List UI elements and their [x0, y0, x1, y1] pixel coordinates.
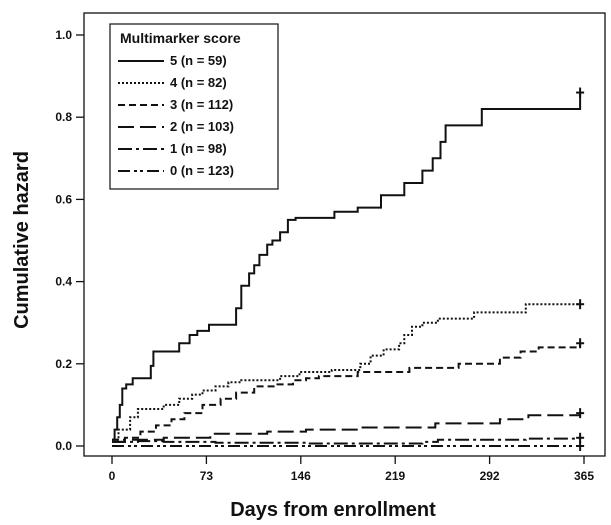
y-tick-label: 0.2 — [55, 357, 72, 371]
series-line-0 — [112, 92, 582, 441]
legend-item: 2 (n = 103) — [118, 119, 234, 134]
x-tick-label: 73 — [200, 469, 214, 483]
legend-title: Multimarker score — [120, 30, 241, 46]
y-tick-label: 0.8 — [55, 110, 72, 124]
legend-items: 5 (n = 59) 4 (n = 82) 3 (n = 112) 2 (n = 10… — [118, 53, 234, 178]
series-layer — [112, 87, 585, 451]
censor-mark-0 — [576, 87, 585, 98]
censor-mark-5 — [576, 441, 585, 451]
series-line-1 — [112, 303, 581, 441]
legend-item: 4 (n = 82) — [118, 75, 227, 90]
censor-mark-1 — [576, 299, 585, 310]
series-line-4 — [112, 437, 582, 445]
legend-item: 3 (n = 112) — [118, 97, 233, 112]
y-tick-label: 0.4 — [55, 275, 72, 289]
x-axis-title: Days from enrollment — [230, 499, 436, 521]
legend-item: 0 (n = 123) — [118, 163, 234, 178]
x-axis: 0 73 146 219 292 365 — [109, 456, 594, 483]
y-axis-title: Cumulative hazard — [11, 151, 33, 329]
x-tick-label: 0 — [109, 469, 116, 483]
series-line-2 — [112, 343, 582, 441]
legend-box — [109, 23, 279, 190]
legend: Multimarker score 5 (n = 59) 4 (n = 82) 3 … — [109, 23, 279, 190]
plot-frame — [83, 12, 606, 457]
legend-label: 0 (n = 123) — [170, 163, 234, 178]
y-axis: 0.0 0.2 0.4 0.6 0.8 1.0 — [55, 28, 84, 453]
y-tick-label: 0.6 — [55, 192, 72, 206]
x-tick-label: 219 — [385, 469, 405, 483]
x-tick-label: 365 — [574, 469, 594, 483]
censor-mark-2 — [576, 338, 585, 349]
legend-item: 1 (n = 98) — [118, 141, 227, 156]
x-tick-label: 146 — [291, 469, 311, 483]
legend-label: 5 (n = 59) — [170, 53, 227, 68]
legend-item: 5 (n = 59) — [118, 53, 227, 68]
series-line-3 — [112, 413, 582, 443]
y-tick-label: 1.0 — [55, 28, 72, 42]
y-tick-label: 0.0 — [55, 439, 72, 453]
x-tick-label: 292 — [480, 469, 500, 483]
legend-label: 4 (n = 82) — [170, 75, 227, 90]
legend-label: 3 (n = 112) — [170, 97, 233, 112]
legend-label: 2 (n = 103) — [170, 119, 234, 134]
censor-mark-3 — [576, 408, 585, 419]
legend-label: 1 (n = 98) — [170, 141, 227, 156]
